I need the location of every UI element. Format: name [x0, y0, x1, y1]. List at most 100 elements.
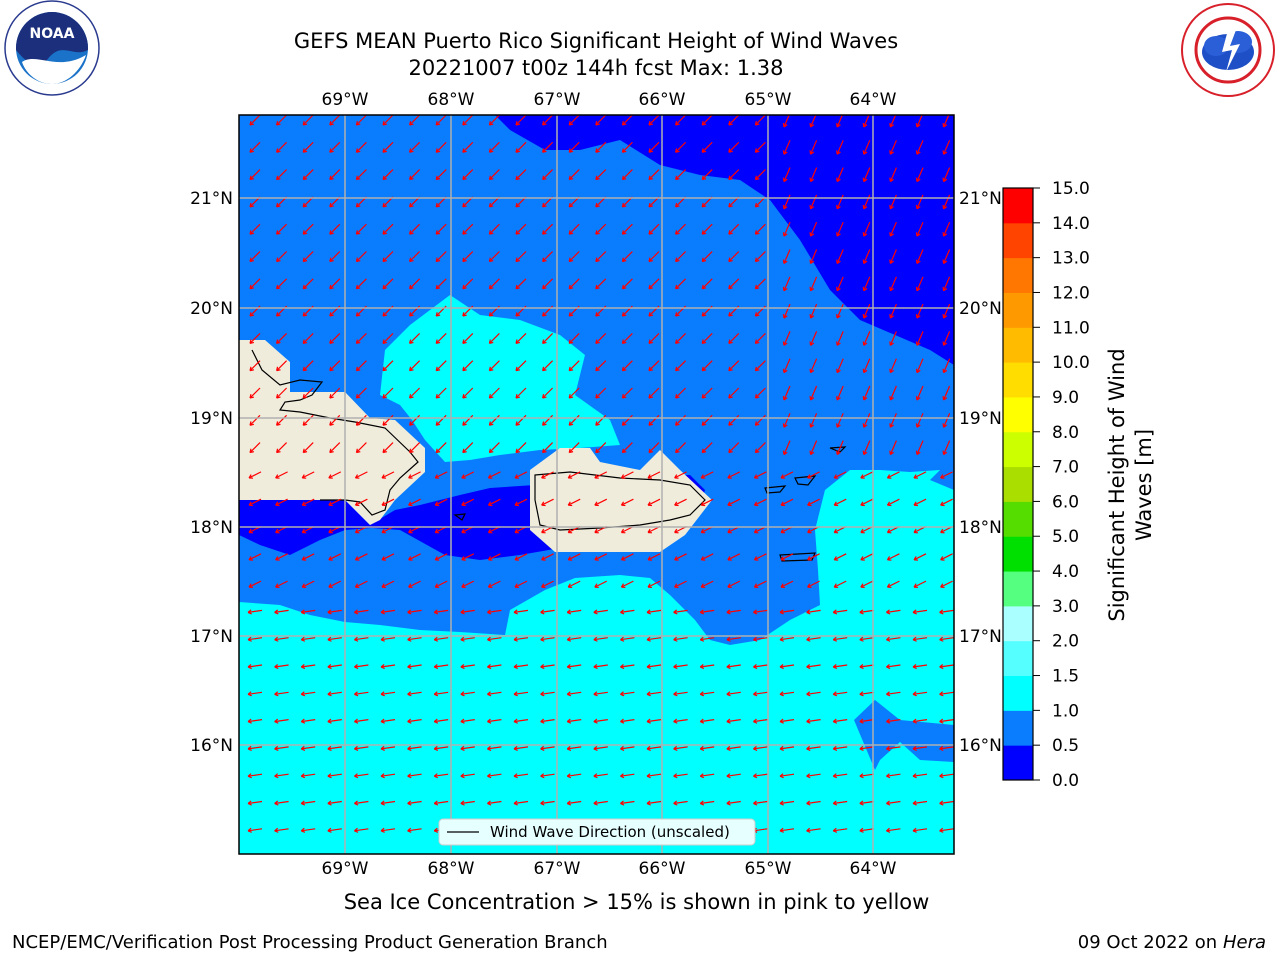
wind-arrow	[541, 553, 554, 561]
wind-arrow	[915, 358, 924, 374]
wind-arrow	[515, 414, 527, 426]
wind-arrow	[407, 718, 422, 724]
colorbar-segment	[1003, 466, 1033, 502]
wind-arrow	[487, 718, 502, 724]
wind-arrow	[728, 169, 740, 181]
producer-credit: NCEP/EMC/Verification Post Processing Pr…	[12, 932, 608, 953]
wind-arrow	[942, 221, 951, 237]
wind-arrow	[754, 442, 766, 454]
wind-arrow	[701, 414, 713, 426]
wind-arrow	[782, 413, 791, 428]
wind-arrow	[460, 691, 475, 697]
wind-arrow	[540, 745, 555, 752]
wind-arrow	[540, 636, 555, 642]
wind-arrow	[327, 691, 342, 697]
wind-arrow	[568, 223, 580, 235]
wind-arrow	[836, 358, 844, 374]
wind-arrow	[779, 664, 795, 670]
wind-arrow	[595, 223, 607, 235]
wind-arrow	[728, 141, 740, 153]
wind-arrow	[408, 471, 421, 479]
wind-arrow	[302, 414, 314, 426]
wind-arrow	[276, 115, 288, 126]
wind-arrow	[302, 387, 314, 399]
wind-arrow	[247, 773, 263, 779]
wind-arrow	[462, 414, 474, 426]
wind-arrow	[407, 745, 422, 752]
wind-arrow	[648, 387, 660, 399]
wind-arrow	[675, 141, 687, 153]
wind-arrow	[354, 718, 369, 724]
wind-arrow	[355, 251, 367, 263]
wind-arrow	[460, 800, 475, 806]
lon-label-bottom-0: 69°W	[322, 859, 369, 879]
wind-arrow	[247, 609, 263, 615]
wind-arrow	[380, 691, 396, 697]
wind-arrow	[862, 331, 871, 346]
wind-arrow	[832, 827, 848, 833]
wind-arrow	[726, 800, 741, 806]
wind-arrow	[249, 223, 261, 235]
colorbar-tick-label: 4.0	[1052, 562, 1079, 582]
wind-arrow	[889, 385, 897, 401]
wind-arrow	[832, 664, 848, 670]
wind-arrow	[435, 387, 447, 399]
colorbar-segment	[1003, 431, 1033, 468]
wind-arrow	[728, 251, 740, 263]
wind-arrow	[329, 442, 341, 454]
wind-arrow	[541, 498, 554, 507]
colorbar-segment	[1003, 327, 1033, 363]
wind-arrow	[381, 498, 395, 507]
wind-arrow	[435, 442, 447, 454]
wind-arrow	[274, 636, 289, 642]
wind-arrow	[515, 141, 527, 153]
wind-arrow	[275, 553, 288, 561]
wind-arrow	[460, 718, 475, 724]
wind-arrow	[302, 360, 314, 372]
wind-arrow	[513, 773, 529, 779]
colorbar-tick-label: 6.0	[1052, 492, 1079, 512]
wind-arrow	[301, 580, 315, 589]
wind-arrow	[753, 498, 767, 507]
wind-arrow	[889, 249, 897, 264]
page-subtitle: 20221007 t00z 144h fcst Max: 1.38	[408, 56, 784, 80]
wind-arrow	[567, 580, 581, 589]
wind-arrow	[380, 745, 396, 752]
wind-arrow	[621, 360, 633, 372]
wind-arrow	[275, 471, 288, 479]
wind-arrow	[434, 498, 448, 507]
wind-arrow	[620, 609, 635, 615]
wind-arrow	[568, 332, 580, 344]
wind-arrow	[408, 580, 421, 589]
wind-arrow	[462, 360, 474, 372]
wind-arrow	[833, 471, 847, 479]
wind-arrow	[515, 387, 527, 399]
wind-arrow	[381, 553, 395, 561]
wind-arrow	[327, 773, 342, 779]
wind-arrow	[595, 169, 607, 181]
wind-arrow	[487, 745, 502, 752]
wind-arrow	[647, 471, 661, 479]
wind-arrow	[274, 691, 289, 697]
wind-arrow	[329, 115, 341, 126]
wind-arrow	[753, 553, 767, 561]
wind-arrow	[673, 664, 688, 670]
wind-arrow	[753, 800, 768, 806]
wind-arrow	[912, 745, 928, 752]
wind-arrow	[249, 387, 261, 399]
lat-label-right-1: 20°N	[959, 299, 1002, 319]
wind-arrow	[409, 141, 421, 153]
wind-arrow	[889, 331, 897, 346]
wind-arrow	[460, 773, 475, 779]
wind-arrow	[382, 360, 394, 372]
wind-arrow	[542, 414, 554, 426]
wind-arrow	[382, 332, 394, 344]
wind-arrow	[862, 221, 871, 237]
lat-label-right-4: 17°N	[959, 627, 1002, 647]
wind-arrow	[407, 636, 422, 642]
wind-arrow	[355, 169, 367, 181]
wind-arrow	[460, 745, 475, 752]
wind-arrow	[248, 471, 262, 479]
wind-arrow	[912, 636, 928, 642]
wind-arrow	[915, 331, 924, 346]
